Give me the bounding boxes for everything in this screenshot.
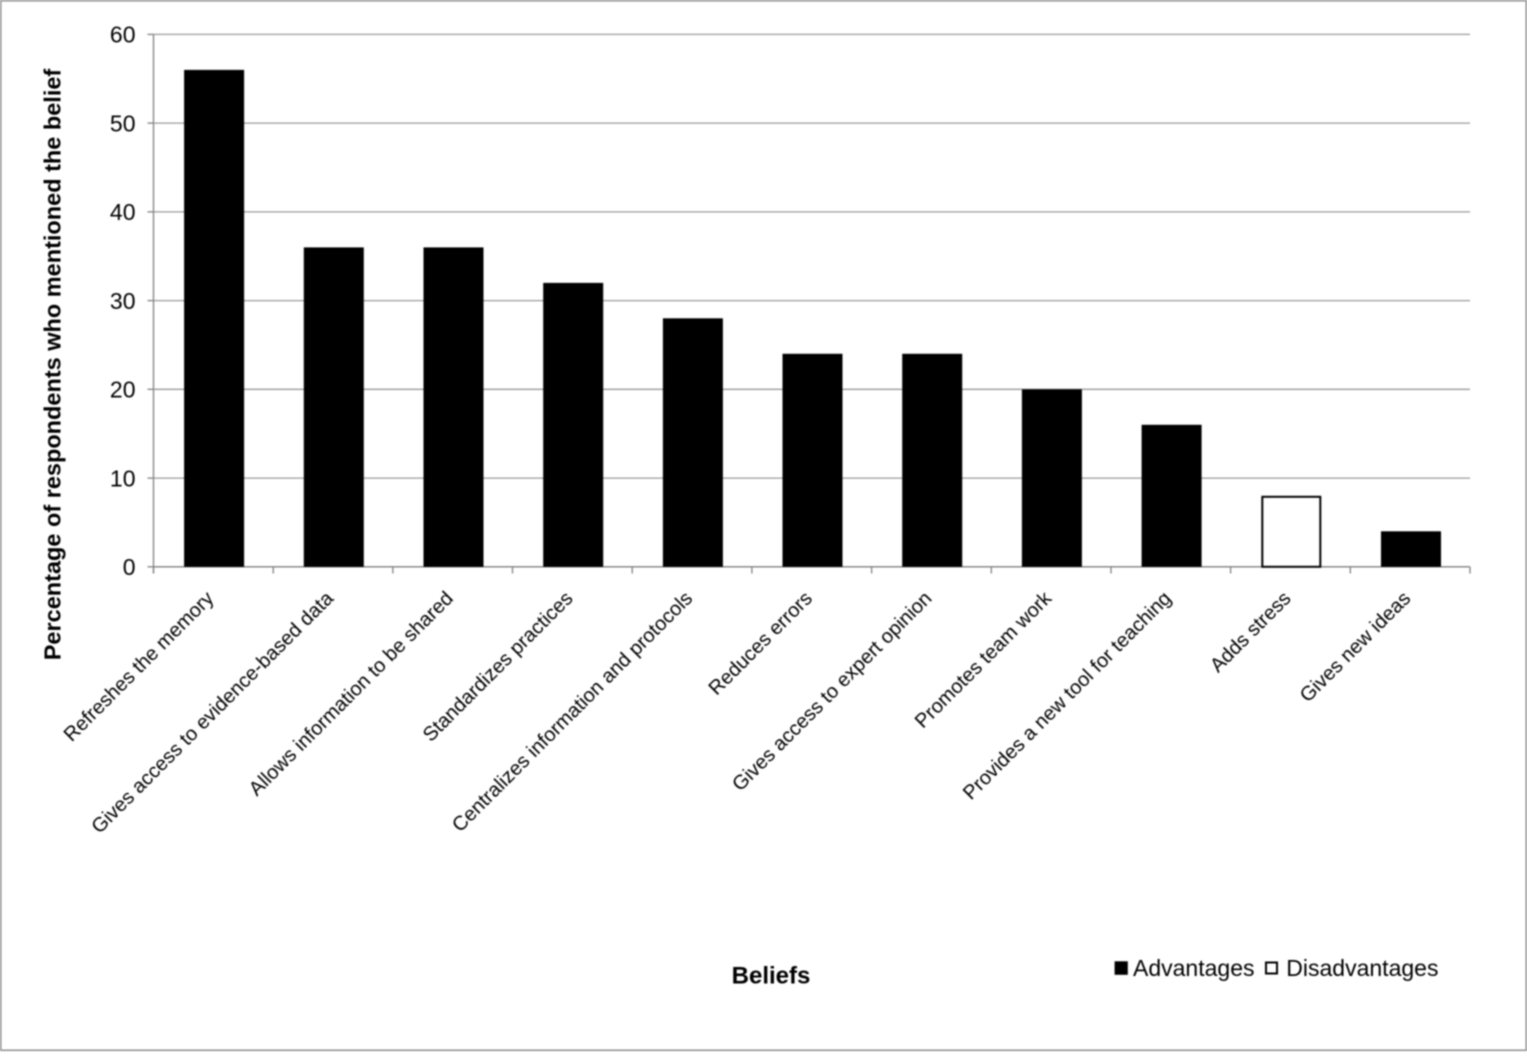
svg-text:50: 50 [110, 110, 136, 136]
svg-text:Percentage of respondents who: Percentage of respondents who mentioned … [40, 69, 66, 661]
svg-text:60: 60 [110, 22, 136, 48]
svg-text:20: 20 [110, 377, 136, 403]
svg-text:40: 40 [110, 199, 136, 225]
svg-text:10: 10 [110, 465, 136, 491]
svg-text:30: 30 [110, 288, 136, 314]
svg-text:Beliefs: Beliefs [732, 963, 811, 990]
svg-text:Disadvantages: Disadvantages [1286, 955, 1438, 981]
svg-text:Advantages: Advantages [1133, 955, 1254, 981]
svg-text:0: 0 [123, 554, 136, 580]
